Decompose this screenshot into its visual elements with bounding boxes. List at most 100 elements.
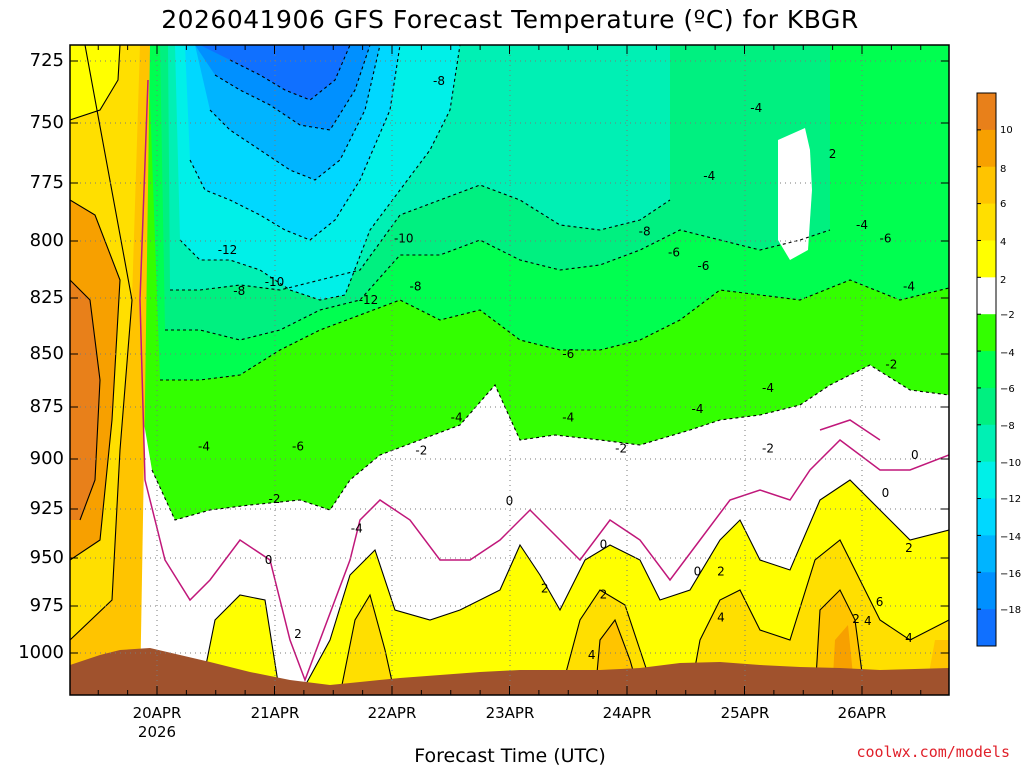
contour-label: -2 [415,444,427,458]
contour-label: -4 [856,218,868,232]
colorbar-bin [977,609,996,647]
x-tick-marks [97,45,922,695]
contour-labels: -8-8-10-12-12-10-8-8-4 -6-202-4-2-402024-… [198,74,919,662]
credit-link[interactable]: coolwx.com/models [856,743,1010,761]
field-left-warm-12 [70,280,100,520]
colorbar-bin [977,93,996,131]
colorbar-tick-label: −10 [1000,458,1021,469]
contour-minus8 [179,45,461,301]
colorbar-tick-label: −4 [1000,348,1015,359]
contour-label: -4 [762,381,774,395]
colorbar-bin [977,314,996,352]
x-tick-label: 22APR [368,704,417,722]
contour-label: -8 [410,280,422,294]
contour-label: 4 [588,648,596,662]
contour-label: 0 [882,486,890,500]
contour-label: -4 [750,101,762,115]
contour-label: 2 [717,564,725,578]
y-tick-label: 900 [30,448,64,469]
colorbar-tick-label: 8 [1000,164,1006,175]
contour-minus2-b [151,364,949,521]
contour-label: -6 [880,232,892,246]
contour-label: 2 [541,582,549,596]
contour-left-4 [70,45,121,121]
x-tick-label: 23APR [486,704,535,722]
grid-lines [70,45,949,695]
contour-label: 4 [905,631,913,645]
contour-6 [814,589,866,695]
contour-label: -4 [703,169,715,183]
colorbar-bin [977,277,996,315]
y-tick-label: 950 [30,547,64,568]
colorbar-tick-label: −12 [1000,494,1021,505]
colorbar-bin [977,129,996,168]
y-tick-label: 775 [30,172,64,193]
contour-minus16 [229,45,351,101]
x-axis-label: Forecast Time (UTC) [414,745,605,767]
chart-title: 2026041906 GFS Forecast Temperature (ºC)… [161,5,859,34]
colorbar-bin [977,535,996,573]
contour-label: 0 [265,553,273,567]
contour-0-b [819,419,881,441]
colorbar-tick-label: −8 [1000,421,1015,432]
colorbar: 10 8 6 4 2 −2 −4 −6 −8 −10 −12 −14 −16 −… [976,92,1021,647]
contour-label: 2 [829,147,837,161]
y-tick-label: 975 [30,595,64,616]
contour-4 [689,539,949,695]
colorbar-tick-marks [977,129,981,610]
contour-label: -2 [885,358,897,372]
contour-label: 0 [911,448,919,462]
contour-label: -12 [218,243,238,257]
colorbar-bin [977,424,996,463]
y-tick-label: 825 [30,287,64,308]
contour-label: -6 [292,440,304,454]
colorbar-bin [977,461,996,500]
contour-left-8 [70,199,121,561]
field-left-yellow [70,45,120,120]
x-tick-label: 21APR [251,704,300,722]
y-tick-label: 1000 [18,642,64,663]
field-warm-pocket-white [778,128,812,260]
contour-2 [299,479,949,695]
colorbar-frame [976,92,997,647]
colorbar-tick-label: −18 [1000,605,1021,616]
x-tick-label: 25APR [721,704,770,722]
contour-label: -8 [639,225,651,239]
contour-label: -10 [265,275,285,289]
zero-contour [139,79,949,683]
x-tick-label: 26APR [838,704,887,722]
colorbar-bin [977,498,996,536]
contour-label: 6 [876,595,884,609]
contour-2-b [199,594,281,695]
contour-label: -4 [351,522,363,536]
y-tick-label: 875 [30,396,64,417]
x-tick-label: 24APR [603,704,652,722]
contour-label: -8 [233,284,245,298]
negative-contours [151,45,949,521]
contour-label: -2 [762,442,774,456]
field-band-4 [340,540,949,695]
contour-4-c [339,593,396,695]
contour-label: -4 [903,280,915,294]
colorbar-tick-label: −6 [1000,384,1015,395]
y-tick-label: 725 [30,50,64,71]
x-axis: 20APR 2 0 2 6 21APR 22APR 23APR 24APR 25APR… [97,45,922,767]
colorbar-bin [977,387,996,426]
contour-label: 0 [506,494,514,508]
contour-label: -2 [615,442,627,456]
contour-label: 2 [600,587,608,601]
contour-label: -6 [668,245,680,259]
contour-4-b [559,589,656,695]
colorbar-tick-label: 2 [1000,275,1006,286]
contour-0 [139,79,949,683]
plot-area: -8-8-10-12-12-10-8-8-4 -6-202-4-2-402024-… [70,45,949,695]
contour-label: -10 [394,232,414,246]
contour-label: -6 [697,259,709,273]
x-tick-label: 20APR [133,704,182,722]
contour-minus2 [160,279,949,381]
colorbar-tick-label: 4 [1000,237,1006,248]
contour-label: -12 [359,293,379,307]
contour-minus12 [209,45,381,181]
contour-left-6 [70,45,133,641]
contour-label: 2 [294,627,302,641]
